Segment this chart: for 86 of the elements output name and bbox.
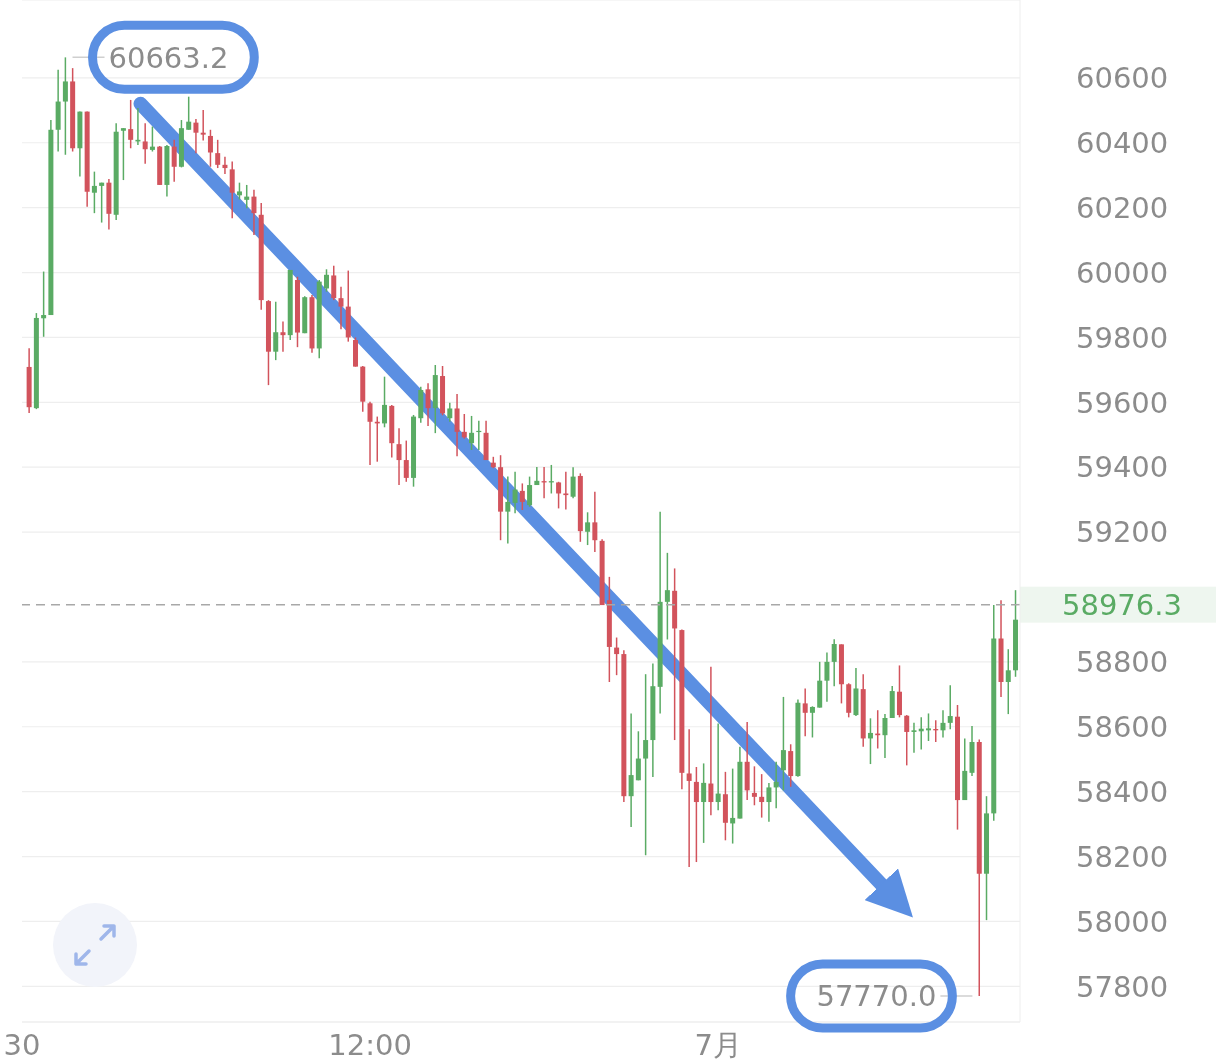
candlestick xyxy=(643,673,649,856)
annotation: 57770.0 xyxy=(816,979,937,1014)
candlestick xyxy=(940,709,946,739)
candlestick xyxy=(273,300,279,361)
candlestick xyxy=(664,552,670,641)
candlestick xyxy=(222,155,228,175)
candlestick xyxy=(200,109,206,142)
candlestick xyxy=(570,466,576,500)
candlestick xyxy=(708,665,714,817)
candlestick xyxy=(809,705,815,739)
y-tick-label: 60000 xyxy=(1076,255,1169,290)
candlestick xyxy=(519,482,525,511)
candlestick xyxy=(505,475,511,545)
candlestick xyxy=(882,713,888,759)
y-tick-label: 59600 xyxy=(1076,385,1169,420)
candlestick xyxy=(447,401,453,423)
candlestick xyxy=(91,170,97,214)
candlestick xyxy=(512,470,518,515)
candlestick xyxy=(454,393,460,457)
y-tick-label: 58400 xyxy=(1076,774,1169,809)
x-tick-label: 12:00 xyxy=(328,1027,412,1062)
candlestick xyxy=(215,139,221,169)
candlestick xyxy=(911,722,917,754)
candlestick xyxy=(592,491,598,553)
candlestick xyxy=(527,475,533,508)
y-tick-label: 59200 xyxy=(1076,515,1169,550)
x-tick-label: 30 xyxy=(3,1027,41,1062)
candlestick xyxy=(207,129,213,168)
candlestick xyxy=(896,664,902,719)
candlestick xyxy=(1005,648,1011,715)
y-tick-label: 59400 xyxy=(1076,450,1169,485)
candlestick xyxy=(382,375,388,429)
candlestick xyxy=(947,684,953,731)
candlestick xyxy=(469,415,475,451)
annotation: 60663.2 xyxy=(108,40,229,75)
candlestick xyxy=(766,782,772,823)
candlestick xyxy=(635,730,641,782)
candlestick xyxy=(251,189,257,236)
candlestick xyxy=(367,400,373,466)
candlestick xyxy=(780,696,786,792)
candlestick xyxy=(128,99,134,150)
y-tick-label: 60600 xyxy=(1076,61,1169,96)
candlestick xyxy=(186,95,192,131)
candlestick xyxy=(149,125,155,153)
candlestick xyxy=(925,712,931,742)
candlestick xyxy=(171,139,177,183)
y-tick-label: 58600 xyxy=(1076,710,1169,745)
candlestick xyxy=(759,773,765,819)
candlestick xyxy=(701,762,707,844)
y-tick-label: 58200 xyxy=(1076,839,1169,874)
candlestick xyxy=(244,184,250,210)
y-tick-label: 58800 xyxy=(1076,645,1169,680)
y-tick-label: 60400 xyxy=(1076,126,1169,161)
candlestick xyxy=(425,382,431,427)
candlestick xyxy=(41,270,47,338)
candlestick xyxy=(824,651,830,703)
candlestick xyxy=(120,127,126,181)
x-tick-label: 7月 xyxy=(694,1027,743,1062)
candlestick xyxy=(831,638,837,687)
candlestick xyxy=(693,766,699,863)
candlestick xyxy=(142,122,148,165)
candlestick xyxy=(686,728,692,868)
candlestick xyxy=(193,118,199,154)
candlestick xyxy=(904,714,910,767)
y-tick-label: 58000 xyxy=(1076,904,1169,939)
candlestick xyxy=(324,268,329,293)
y-tick-label: 60200 xyxy=(1076,190,1169,225)
candlestick xyxy=(715,722,721,811)
y-tick-label: 59800 xyxy=(1076,320,1169,355)
candlestick xyxy=(396,427,402,486)
candlestick xyxy=(751,765,757,807)
candlestick xyxy=(403,439,409,483)
candlestick xyxy=(280,320,286,353)
candlestick xyxy=(229,160,235,220)
candlestick xyxy=(62,56,68,156)
candlestick xyxy=(802,687,808,737)
candlestick xyxy=(99,181,105,224)
candlestick xyxy=(556,481,562,510)
candlestick xyxy=(614,636,620,676)
candlestick xyxy=(338,286,344,331)
ref-line-label: 58976.3 xyxy=(1062,588,1182,623)
candlestick xyxy=(563,470,569,511)
y-tick-label: 57800 xyxy=(1076,969,1169,1004)
candlestick xyxy=(628,712,634,828)
candlestick xyxy=(331,264,337,301)
candlestick xyxy=(585,511,591,546)
